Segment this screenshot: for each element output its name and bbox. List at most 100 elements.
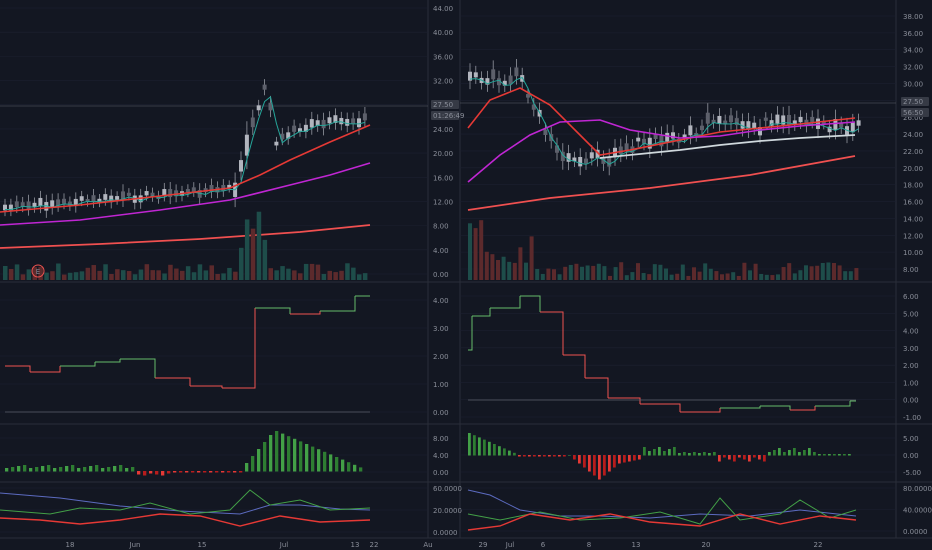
left-volume-bar bbox=[185, 266, 191, 280]
left-volume-bar bbox=[115, 269, 120, 280]
right-candle-body bbox=[729, 115, 733, 123]
left-volume-bar bbox=[14, 264, 20, 280]
right-histogram-bar bbox=[593, 455, 596, 476]
right-volume-bar bbox=[496, 260, 500, 280]
left-step-line bbox=[95, 359, 121, 363]
left-candle-body bbox=[14, 201, 19, 208]
left-histogram-bar bbox=[209, 471, 213, 473]
left-histogram-bar bbox=[137, 471, 141, 475]
left-step-line bbox=[30, 366, 61, 373]
right-histogram-bar bbox=[703, 452, 706, 456]
left-candle-body bbox=[56, 199, 61, 206]
right-volume-bar bbox=[636, 263, 640, 280]
left-candle-body bbox=[174, 190, 179, 197]
left-candle-body bbox=[315, 120, 320, 127]
left-candle-body bbox=[168, 189, 173, 198]
left-volume-bar bbox=[103, 264, 108, 280]
right-candle-body bbox=[821, 120, 826, 124]
left-volume-bar bbox=[3, 265, 8, 280]
right-volume-bar bbox=[720, 274, 724, 280]
left-osc-blue-line bbox=[0, 492, 371, 515]
right-histogram-bar bbox=[528, 455, 531, 457]
left-histogram-bar bbox=[191, 471, 195, 473]
right-histogram-bar bbox=[468, 433, 471, 456]
right-histogram-bar bbox=[648, 451, 651, 456]
left-candle-body bbox=[162, 189, 167, 196]
left-candle-body bbox=[286, 132, 291, 139]
left-candle-body bbox=[38, 197, 43, 207]
right-step-line bbox=[760, 405, 791, 410]
right-candle-body bbox=[589, 152, 594, 159]
left-volume-bar bbox=[221, 273, 226, 280]
left-volume-bar bbox=[62, 274, 67, 280]
right-step-line bbox=[720, 406, 761, 409]
right-candle-body bbox=[752, 122, 757, 129]
left-step-line bbox=[290, 311, 321, 315]
earnings-marker[interactable] bbox=[31, 264, 45, 278]
left-volume-bar bbox=[321, 273, 327, 280]
right-volume-bar bbox=[837, 265, 842, 280]
left-step-line bbox=[320, 296, 356, 312]
left-volume-bar bbox=[8, 268, 14, 280]
right-histogram-bar bbox=[838, 454, 841, 456]
left-countdown-tag: 01:26:49 bbox=[433, 112, 464, 120]
left-candle-body bbox=[26, 201, 31, 209]
right-volume-bar bbox=[540, 273, 545, 280]
right-volume-bar bbox=[703, 263, 708, 280]
right-volume-bar bbox=[848, 271, 853, 280]
left-volume-bar bbox=[256, 211, 262, 280]
right-price-axis-label: 12.00 bbox=[903, 232, 923, 240]
right-candle-body bbox=[618, 146, 623, 155]
left-step-axis-label: 1.00 bbox=[433, 381, 449, 389]
left-volume-bar bbox=[126, 271, 132, 280]
left-histogram-bar bbox=[221, 471, 225, 473]
left-histogram-bar bbox=[185, 471, 189, 473]
left-volume-bar bbox=[67, 272, 73, 280]
right-volume-bar bbox=[686, 275, 691, 280]
right-candle-body bbox=[607, 157, 612, 167]
left-volume-bar bbox=[327, 270, 332, 280]
right-ma-red-line bbox=[467, 87, 856, 156]
right-candle-body bbox=[601, 157, 606, 164]
left-volume-bar bbox=[357, 274, 362, 280]
right-histogram-bar bbox=[768, 452, 771, 456]
left-candle-body bbox=[109, 195, 114, 203]
right-histogram-bar bbox=[673, 447, 676, 456]
right-histogram-bar bbox=[613, 455, 616, 468]
left-price-axis-label: 0.00 bbox=[433, 271, 449, 279]
left-volume-bar bbox=[280, 266, 285, 280]
left-candle-body bbox=[91, 195, 96, 202]
right-volume-bar bbox=[708, 268, 713, 280]
right-candle-body bbox=[769, 120, 774, 126]
right-histogram-bar bbox=[683, 452, 686, 456]
left-step-line bbox=[120, 358, 156, 378]
left-histogram-bar bbox=[263, 442, 267, 472]
right-candle-body bbox=[502, 80, 507, 86]
left-histogram-bar bbox=[203, 471, 207, 473]
right-volume-bar bbox=[792, 273, 797, 280]
right-countdown-tag: 56:50 bbox=[903, 109, 923, 117]
right-volume-bar bbox=[630, 272, 635, 280]
right-histogram-bar bbox=[618, 455, 621, 464]
left-histogram-bar bbox=[245, 463, 249, 472]
right-time-axis-label: 6 bbox=[541, 541, 546, 549]
right-price-axis-label: 38.00 bbox=[903, 13, 923, 21]
right-candle-body bbox=[584, 158, 588, 164]
right-volume-bar bbox=[731, 272, 736, 280]
left-step-line bbox=[155, 377, 191, 386]
right-volume-bar bbox=[798, 270, 803, 280]
right-volume-bar bbox=[843, 271, 848, 280]
right-histogram-bar bbox=[798, 452, 801, 456]
left-candle-body bbox=[357, 118, 361, 128]
right-volume-bar bbox=[664, 268, 668, 280]
right-histogram-bar bbox=[553, 455, 556, 457]
left-candle-body bbox=[97, 198, 102, 203]
right-ma-gray-line bbox=[599, 134, 856, 159]
right-time-axis-label: 8 bbox=[587, 541, 591, 549]
left-candle-body bbox=[62, 198, 66, 204]
left-ma-magenta-line bbox=[0, 162, 371, 226]
right-price-axis-label: 20.00 bbox=[903, 165, 923, 173]
left-hist-axis-label: 8.00 bbox=[433, 435, 449, 443]
